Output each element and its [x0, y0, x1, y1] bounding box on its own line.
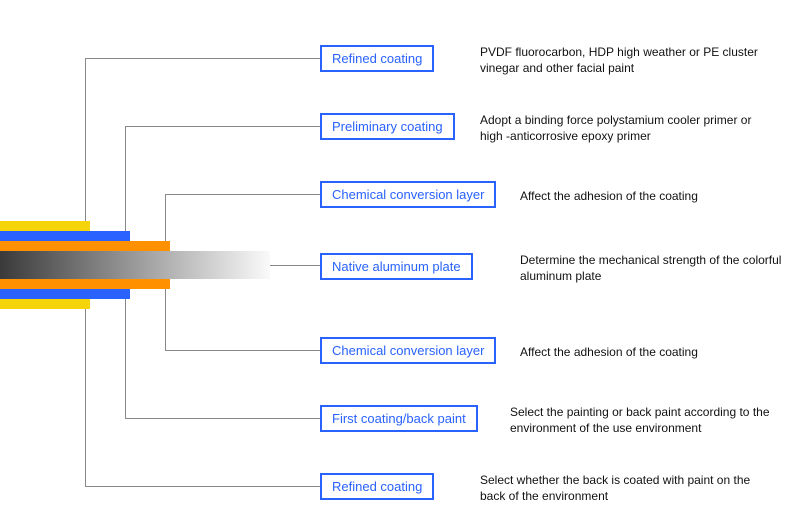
- connector-v-refined-bot: [85, 309, 86, 486]
- connector-v-refined-top: [85, 58, 86, 221]
- connector-v-chemical-top: [165, 194, 166, 241]
- connector-h-refined-bot: [85, 486, 320, 487]
- connector-h-refined-top: [85, 58, 320, 59]
- label-chemical-top: Chemical conversion layer: [320, 181, 496, 208]
- layer-refined-top: [0, 221, 90, 231]
- label-preliminary-top: Preliminary coating: [320, 113, 455, 140]
- desc-chemical-bot: Affect the adhesion of the coating: [520, 344, 800, 360]
- connector-h-chemical-top: [165, 194, 320, 195]
- layer-first-bot: [0, 289, 130, 299]
- desc-core: Determine the mechanical strength of the…: [520, 252, 800, 284]
- desc-preliminary-top: Adopt a binding force polystamium cooler…: [480, 112, 765, 144]
- connector-h-core: [270, 265, 320, 266]
- desc-refined-bot: Select whether the back is coated with p…: [480, 472, 765, 504]
- layer-refined-bot: [0, 299, 90, 309]
- desc-first-bot: Select the painting or back paint accord…: [510, 404, 795, 436]
- connector-h-chemical-bot: [165, 350, 320, 351]
- connector-v-chemical-bot: [165, 289, 166, 350]
- layer-core: [0, 251, 270, 279]
- label-refined-top: Refined coating: [320, 45, 434, 72]
- connector-v-preliminary-top: [125, 126, 126, 231]
- layer-chemical-bot: [0, 279, 170, 289]
- diagram-canvas: Refined coating PVDF fluorocarbon, HDP hi…: [0, 0, 800, 530]
- connector-v-first-bot: [125, 299, 126, 418]
- desc-chemical-top: Affect the adhesion of the coating: [520, 188, 800, 204]
- layer-chemical-top: [0, 241, 170, 251]
- label-refined-bot: Refined coating: [320, 473, 434, 500]
- connector-h-first-bot: [125, 418, 320, 419]
- label-core: Native aluminum plate: [320, 253, 473, 280]
- connector-h-preliminary-top: [125, 126, 320, 127]
- label-first-bot: First coating/back paint: [320, 405, 478, 432]
- label-chemical-bot: Chemical conversion layer: [320, 337, 496, 364]
- layer-preliminary-top: [0, 231, 130, 241]
- desc-refined-top: PVDF fluorocarbon, HDP high weather or P…: [480, 44, 765, 76]
